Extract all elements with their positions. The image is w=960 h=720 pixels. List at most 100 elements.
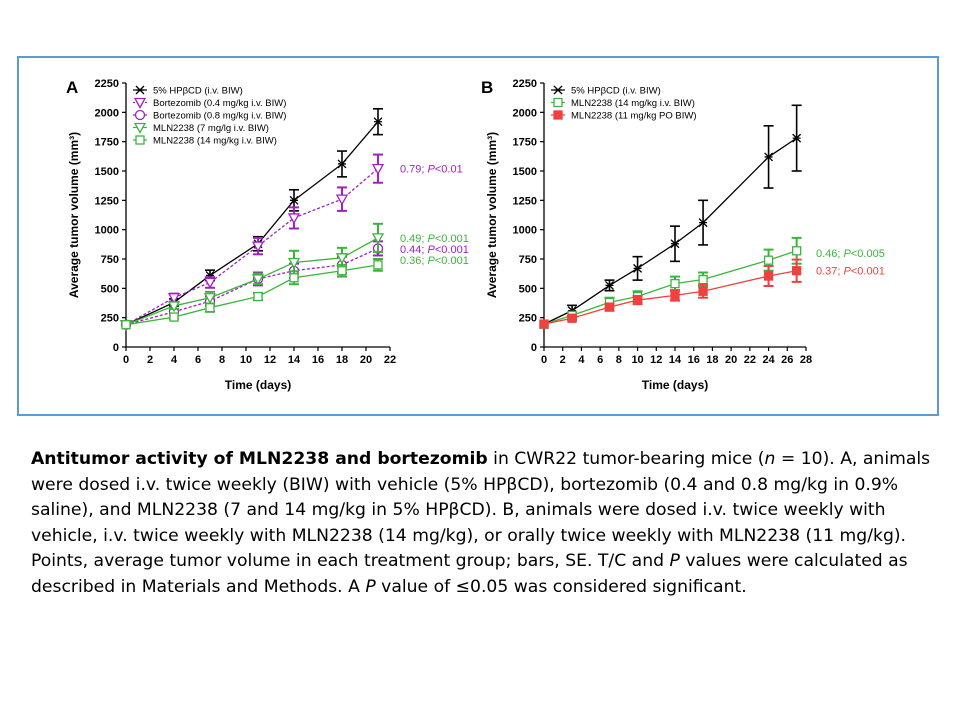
legend-item: 5% HPβCD (i.v. BIW) xyxy=(133,86,243,97)
y-tick-label: 2250 xyxy=(513,78,537,90)
x-tick-label: 16 xyxy=(312,354,324,366)
y-tick-label: 1750 xyxy=(513,137,537,149)
square-marker xyxy=(698,274,708,285)
series-line xyxy=(125,121,379,326)
x-tick-label: 4 xyxy=(171,354,178,366)
y-tick-label: 2250 xyxy=(95,78,119,90)
filled-square-marker xyxy=(553,110,563,120)
square-marker xyxy=(791,246,802,256)
p-symbol: P xyxy=(844,248,852,260)
triangle-marker xyxy=(251,274,265,286)
filled-square-marker xyxy=(632,295,643,305)
series-4 xyxy=(121,258,383,330)
triangle-marker xyxy=(133,97,147,109)
triangle-marker xyxy=(335,253,349,265)
y-tick-label: 0 xyxy=(113,342,119,354)
series-1 xyxy=(539,236,802,329)
x-tick-label: 24 xyxy=(762,354,775,366)
p-symbol: P xyxy=(428,164,436,176)
y-tick-label: 0 xyxy=(531,342,537,354)
y-tick-label: 1000 xyxy=(95,225,119,237)
filled-square-marker xyxy=(539,319,549,329)
figure-frame xyxy=(17,56,939,416)
y-axis-label: Average tumor volume (mm³) xyxy=(67,132,81,298)
series-line xyxy=(543,250,797,325)
x-tick-label: 0 xyxy=(541,354,547,366)
legend-item: Bortezomib (0.4 mg/kg i.v. BIW) xyxy=(133,97,286,109)
x-tick-label: 22 xyxy=(744,354,756,366)
tc-annotation: 0.44; P<0.001 xyxy=(400,244,469,256)
triangle-marker xyxy=(287,213,301,225)
x-axis-label: Time (days) xyxy=(225,378,291,392)
x-tick-label: 6 xyxy=(195,354,201,366)
square-marker xyxy=(553,97,563,108)
square-marker xyxy=(289,273,299,283)
filled-square-marker xyxy=(567,313,577,323)
x-tick-label: 20 xyxy=(725,354,737,366)
y-axis-label: Average tumor volume (mm³) xyxy=(485,132,499,298)
x-tick-label: 18 xyxy=(706,354,718,366)
caption-title: Antitumor activity of MLN2238 and bortez… xyxy=(31,449,488,469)
y-tick-label: 1250 xyxy=(513,195,537,207)
tc-value: 0.36; xyxy=(400,255,428,267)
tc-annotation: 0.46; P<0.005 xyxy=(816,248,885,260)
p-value: <0.005 xyxy=(851,248,885,260)
legend-item: 5% HPβCD (i.v. BIW) xyxy=(551,86,661,97)
x-tick-label: 16 xyxy=(688,354,700,366)
x-marker xyxy=(764,152,774,162)
triangle-marker xyxy=(335,194,349,206)
y-tick-label: 1750 xyxy=(95,137,119,149)
x-marker xyxy=(698,218,708,228)
legend-label: MLN2238 (11 mg/kg PO BIW) xyxy=(571,111,696,122)
filled-square-marker xyxy=(791,266,802,276)
caption-n: n xyxy=(764,449,776,469)
y-tick-label: 2000 xyxy=(513,107,537,119)
x-marker xyxy=(553,85,563,95)
filled-square-marker xyxy=(763,271,774,281)
chart-panel-a: A 0 2 4 6 8 10 12 14 16 18 20 22 0 250 500 750 1000 1250 15… xyxy=(66,78,469,392)
square-marker xyxy=(121,320,131,330)
x-marker xyxy=(373,117,383,127)
y-tick-label: 2000 xyxy=(95,107,119,119)
x-tick-label: 12 xyxy=(650,354,662,366)
y-tick-label: 1500 xyxy=(95,166,119,178)
y-tick-label: 250 xyxy=(101,313,119,325)
p-value: <0.001 xyxy=(435,255,469,267)
legend-item: Bortezomib (0.8 mg/kg i.v. BIW) xyxy=(133,109,286,122)
x-tick-label: 12 xyxy=(264,354,276,366)
caption-p-1: P xyxy=(669,551,680,571)
y-tick-label: 1000 xyxy=(513,225,537,237)
x-tick-label: 20 xyxy=(360,354,372,366)
y-tick-label: 1250 xyxy=(95,195,119,207)
legend-item: MLN2238 (7 mg/lg i.v. BIW) xyxy=(133,122,269,134)
filled-square-marker xyxy=(670,290,680,301)
filled-square-marker xyxy=(698,286,708,296)
filled-square-marker xyxy=(604,302,615,312)
triangle-marker xyxy=(203,277,217,289)
x-tick-label: 14 xyxy=(669,354,682,366)
x-marker xyxy=(792,133,802,143)
triangle-marker xyxy=(371,164,385,175)
tc-value: 0.44; xyxy=(400,244,428,256)
tc-value: 0.37; xyxy=(816,266,844,278)
legend-label: 5% HPβCD (i.v. BIW) xyxy=(153,86,243,97)
legend-label: Bortezomib (0.8 mg/kg i.v. BIW) xyxy=(153,111,286,122)
square-marker xyxy=(253,291,263,302)
legend-label: 5% HPβCD (i.v. BIW) xyxy=(571,86,661,97)
x-tick-label: 8 xyxy=(219,354,225,366)
square-marker xyxy=(763,255,774,265)
x-tick-label: 22 xyxy=(384,354,396,366)
legend-label: MLN2238 (7 mg/lg i.v. BIW) xyxy=(153,123,269,134)
series-line xyxy=(543,137,798,325)
square-marker xyxy=(169,312,179,322)
triangle-marker xyxy=(133,122,147,134)
x-tick-label: 4 xyxy=(578,354,585,366)
p-value: <0.01 xyxy=(435,164,463,176)
x-tick-label: 14 xyxy=(288,354,301,366)
caption-text-1: in CWR22 tumor-bearing mice ( xyxy=(487,449,765,469)
triangle-marker xyxy=(203,293,217,305)
legend-item: MLN2238 (11 mg/kg PO BIW) xyxy=(551,110,696,122)
series-line xyxy=(125,168,379,326)
tc-value: 0.46; xyxy=(816,248,844,260)
p-value: <0.001 xyxy=(851,266,885,278)
